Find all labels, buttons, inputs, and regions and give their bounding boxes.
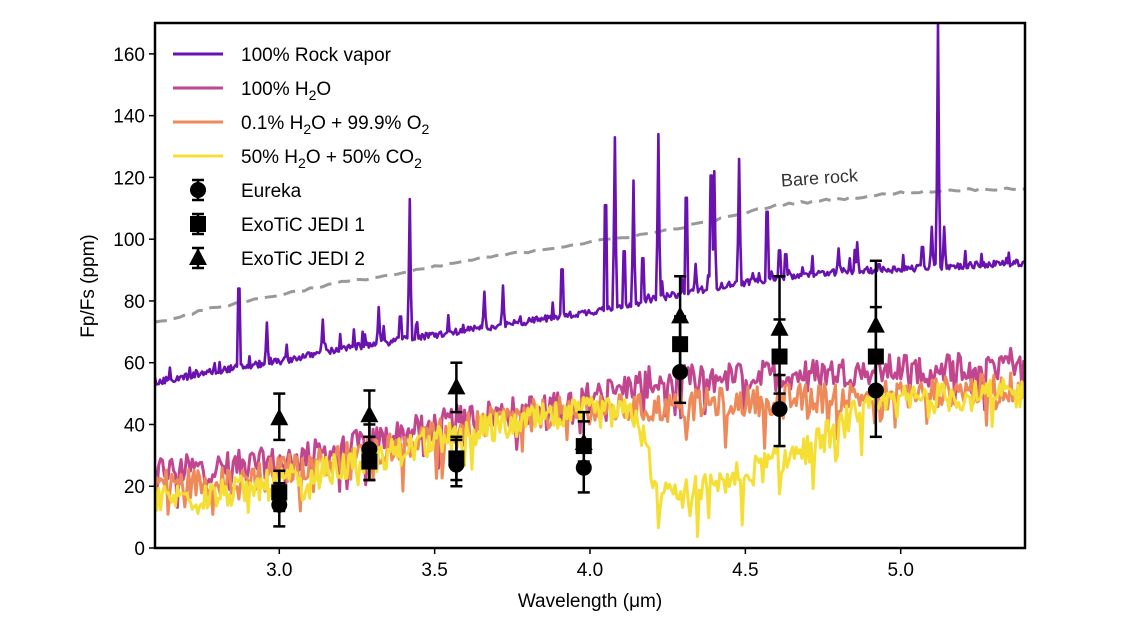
legend-label: 100% H2O (241, 79, 331, 103)
legend-item-exotic-jedi-1: ExoTiC JEDI 1 (190, 212, 365, 236)
y-axis-label: Fp/Fs (ppm) (78, 234, 99, 337)
subscript: 2 (421, 121, 429, 137)
data-point-triangle (360, 405, 379, 423)
y-tick-label: 100 (113, 230, 145, 251)
x-tick-label: 4.5 (732, 560, 758, 581)
legend-item-eureka: Eureka (190, 178, 302, 202)
data-point-triangle (270, 408, 289, 426)
y-tick-label: 20 (124, 477, 145, 498)
x-tick-label: 3.0 (266, 560, 292, 581)
data-point-triangle (671, 306, 690, 324)
x-axis-label: Wavelength (μm) (518, 591, 662, 612)
subscript: 2 (309, 87, 317, 103)
legend-text-part: 100% H (241, 79, 309, 100)
points-exotic-jedi-2 (270, 259, 885, 463)
y-tick-label: 0 (134, 539, 145, 560)
legend-item-50-h-o-50-co: 50% H2O + 50% CO2 (173, 147, 422, 171)
series-100-rock-vapor (155, 23, 1025, 386)
data-point-square (271, 484, 288, 501)
series-0-1-h-o-99-9-o (155, 371, 1025, 516)
x-tick-label: 4.0 (577, 560, 603, 581)
data-point-circle (771, 401, 788, 418)
legend-marker-square (190, 216, 206, 232)
x-tick-label: 5.0 (888, 560, 914, 581)
legend-marker-circle (190, 182, 206, 198)
series-50-h-o-50-co (155, 377, 1025, 539)
legend-label: Eureka (241, 181, 302, 202)
legend-text-part: O + 99.9% O (311, 113, 421, 134)
legend-text-part: O + 50% CO (306, 147, 414, 168)
legend-text-part: O (316, 79, 331, 100)
y-tick-label: 160 (113, 45, 145, 66)
legend-text-part: 50% H (241, 147, 298, 168)
data-point-triangle (574, 433, 593, 450)
legend-item-100-h-o: 100% H2O (173, 79, 331, 103)
data-point-triangle (866, 315, 885, 333)
y-tick-label: 80 (124, 292, 145, 313)
legend-label: ExoTiC JEDI 1 (241, 215, 365, 236)
data-point-square (361, 453, 378, 470)
legend-text-part: 0.1% H (241, 113, 303, 134)
legend-item-0-1-h-o-99-9-o: 0.1% H2O + 99.9% O2 (173, 113, 429, 137)
x-axis: 3.0 3.5 4.0 4.5 5.0 (266, 548, 914, 581)
y-tick-label: 120 (113, 168, 145, 189)
legend-item-100-rock-vapor: 100% Rock vapor (173, 45, 392, 66)
legend-label: 0.1% H2O + 99.9% O2 (241, 113, 429, 137)
legend-label: ExoTiC JEDI 2 (241, 249, 365, 270)
series-bare-rock (155, 186, 1025, 324)
points-layer (270, 259, 885, 528)
subscript: 2 (414, 155, 422, 171)
x-tick-label: 3.5 (421, 560, 447, 581)
subscript: 2 (298, 155, 306, 171)
subscript: 2 (303, 121, 311, 137)
legend-label: 50% H2O + 50% CO2 (241, 147, 422, 171)
data-point-triangle (447, 377, 466, 395)
y-tick-label: 40 (124, 415, 145, 436)
data-point-triangle (770, 318, 789, 336)
legend-item-exotic-jedi-2: ExoTiC JEDI 2 (189, 246, 365, 270)
y-tick-label: 60 (124, 354, 145, 375)
legend-label: 100% Rock vapor (241, 45, 392, 66)
y-axis: 0 20 40 60 80 100 120 140 160 (113, 45, 155, 560)
y-tick-label: 140 (113, 107, 145, 128)
legend-marker-triangle (189, 248, 207, 265)
data-point-square (448, 450, 465, 467)
